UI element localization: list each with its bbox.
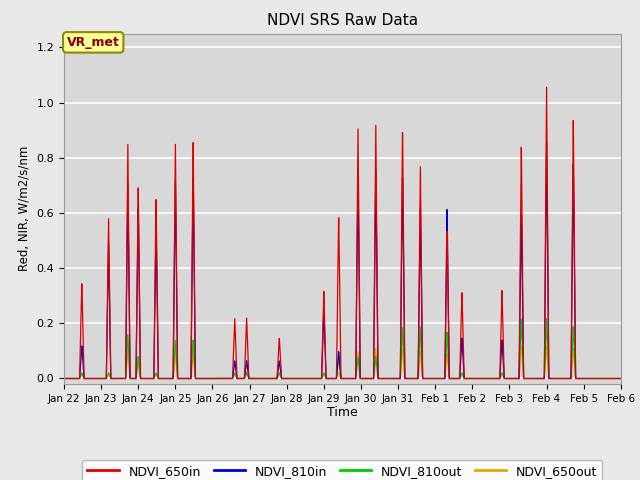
NDVI_810in: [187, 376, 195, 382]
NDVI_650out: [60, 376, 68, 382]
NDVI_810out: [543, 316, 550, 322]
NDVI_810out: [385, 376, 392, 382]
NDVI_650in: [385, 376, 392, 382]
NDVI_650out: [412, 376, 419, 382]
Line: NDVI_650out: NDVI_650out: [64, 346, 621, 379]
Line: NDVI_810out: NDVI_810out: [64, 319, 621, 379]
NDVI_810out: [412, 376, 419, 382]
NDVI_810out: [108, 376, 116, 382]
NDVI_650out: [108, 376, 116, 382]
NDVI_650in: [116, 376, 124, 382]
NDVI_650out: [116, 376, 124, 382]
NDVI_650in: [187, 376, 195, 382]
NDVI_650in: [412, 376, 419, 382]
NDVI_650out: [543, 343, 550, 348]
NDVI_650out: [385, 376, 392, 382]
NDVI_650in: [397, 231, 405, 237]
NDVI_810in: [116, 376, 124, 382]
NDVI_810in: [543, 139, 550, 144]
Line: NDVI_810in: NDVI_810in: [64, 142, 621, 379]
NDVI_650out: [187, 376, 195, 382]
Legend: NDVI_650in, NDVI_810in, NDVI_810out, NDVI_650out: NDVI_650in, NDVI_810in, NDVI_810out, NDV…: [83, 460, 602, 480]
NDVI_650in: [60, 376, 68, 382]
NDVI_810in: [617, 376, 625, 382]
NDVI_810out: [187, 376, 195, 382]
Y-axis label: Red, NIR, W/m2/s/nm: Red, NIR, W/m2/s/nm: [18, 146, 31, 272]
Line: NDVI_650in: NDVI_650in: [64, 87, 621, 379]
NDVI_810out: [397, 346, 405, 351]
NDVI_810out: [617, 376, 625, 382]
NDVI_650out: [617, 376, 625, 382]
NDVI_650in: [617, 376, 625, 382]
NDVI_650in: [543, 84, 550, 90]
NDVI_810in: [385, 376, 392, 382]
Text: VR_met: VR_met: [67, 36, 120, 49]
NDVI_810in: [60, 376, 68, 382]
NDVI_810in: [108, 376, 116, 382]
NDVI_810out: [116, 376, 124, 382]
NDVI_650out: [397, 358, 405, 364]
NDVI_650in: [108, 376, 116, 382]
Title: NDVI SRS Raw Data: NDVI SRS Raw Data: [267, 13, 418, 28]
X-axis label: Time: Time: [327, 407, 358, 420]
NDVI_810out: [60, 376, 68, 382]
NDVI_810in: [397, 258, 405, 264]
NDVI_810in: [412, 376, 419, 382]
